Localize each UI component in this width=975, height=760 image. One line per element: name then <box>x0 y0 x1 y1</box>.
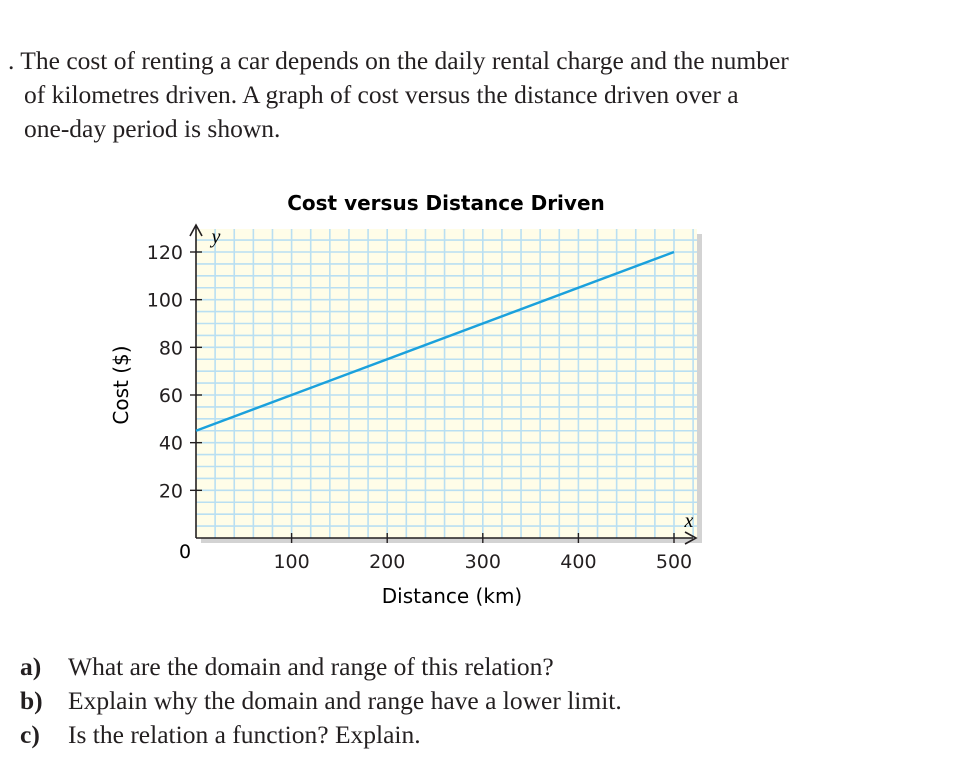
part-a-label: a) <box>20 652 42 681</box>
part-b-text: Explain why the domain and range have a … <box>68 686 622 715</box>
tick-labels: 100 200 300 400 500 20 40 60 80 100 120 <box>147 242 692 573</box>
y-tick-label-40: 40 <box>159 433 183 455</box>
part-c-text: Is the relation a function? Explain. <box>68 720 421 749</box>
y-axis-letter: y <box>210 226 221 248</box>
x-tick-label-100: 100 <box>273 551 309 573</box>
y-tick-label-120: 120 <box>147 242 183 264</box>
question-line-2: of kilometres driven. A graph of cost ve… <box>24 80 739 109</box>
part-b-label: b) <box>20 686 43 715</box>
x-tick-label-200: 200 <box>369 551 405 573</box>
grid-lines <box>196 229 697 538</box>
question-number-mark: . <box>8 46 15 75</box>
y-tick-label-100: 100 <box>147 290 183 312</box>
x-axis-arrow <box>684 531 698 545</box>
y-tick-label-60: 60 <box>159 385 183 407</box>
part-c-label: c) <box>20 720 40 749</box>
y-tick-label-80: 80 <box>159 337 183 359</box>
x-axis-label: Distance (km) <box>382 584 522 608</box>
cost-distance-chart: 100 200 300 400 500 20 40 60 80 100 120 Cost versu… <box>109 191 702 608</box>
x-tick-label-300: 300 <box>465 551 501 573</box>
origin-label: 0 <box>179 541 191 563</box>
data-series <box>195 250 675 432</box>
question-line-1: . The cost of renting a car depends on t… <box>8 46 789 75</box>
x-tick-label-500: 500 <box>656 551 692 573</box>
question-text: . The cost of renting a car depends on t… <box>8 44 908 146</box>
x-tick-label-400: 400 <box>560 551 596 573</box>
series-line-cost <box>195 250 675 432</box>
question-line-3: one-day period is shown. <box>24 114 281 143</box>
x-axis-letter: x <box>684 510 694 532</box>
y-axis-label: Cost ($) <box>109 345 133 424</box>
axes <box>189 223 698 545</box>
y-axis-arrow <box>189 223 203 237</box>
part-a-text: What are the domain and range of this re… <box>68 652 554 681</box>
tick-marks <box>190 251 675 543</box>
chart-title: Cost versus Distance Driven <box>287 191 605 215</box>
y-tick-label-20: 20 <box>159 480 183 502</box>
